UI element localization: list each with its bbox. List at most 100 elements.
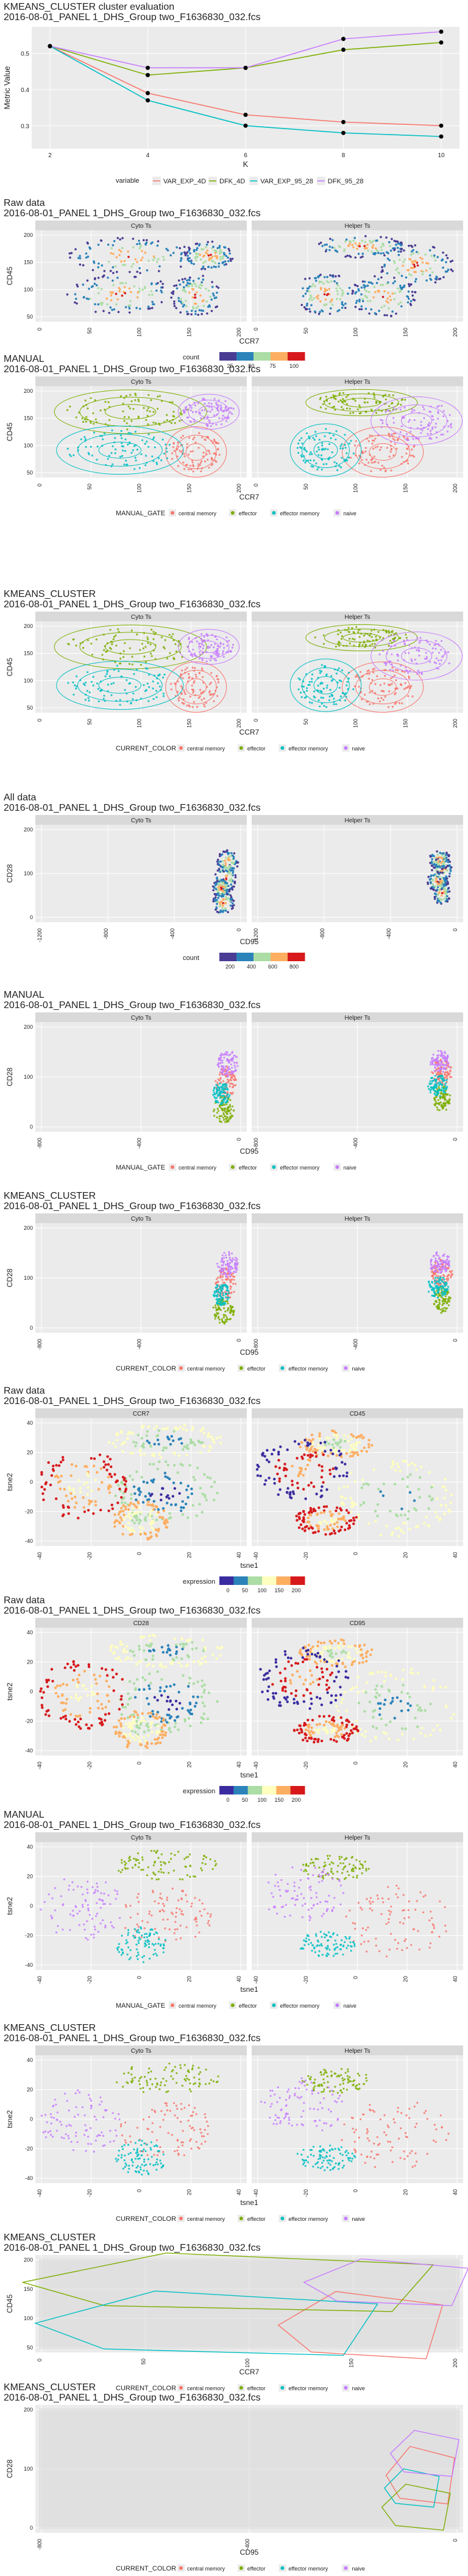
population-point bbox=[229, 1085, 231, 1087]
density-point bbox=[380, 252, 382, 255]
density-point bbox=[157, 258, 160, 261]
density-point bbox=[438, 900, 441, 902]
density-point bbox=[316, 296, 318, 298]
population-point bbox=[429, 643, 431, 645]
population-point bbox=[219, 1082, 221, 1084]
population-point bbox=[403, 688, 405, 690]
density-point bbox=[430, 881, 432, 883]
density-point bbox=[110, 294, 113, 297]
population-point bbox=[431, 415, 433, 417]
population-point bbox=[214, 398, 216, 400]
population-point bbox=[216, 678, 218, 680]
population-point bbox=[382, 690, 384, 692]
density-point bbox=[397, 288, 399, 290]
population-point bbox=[224, 409, 225, 411]
density-point bbox=[434, 896, 436, 898]
population-point bbox=[434, 1064, 436, 1066]
density-point bbox=[437, 872, 439, 874]
population-point bbox=[395, 679, 397, 681]
density-point bbox=[318, 243, 321, 245]
density-point bbox=[308, 298, 311, 301]
population-point bbox=[229, 1083, 231, 1085]
population-point bbox=[436, 1275, 438, 1277]
density-point bbox=[427, 876, 430, 878]
population-point bbox=[219, 1118, 221, 1120]
population-point bbox=[368, 678, 370, 680]
population-point bbox=[231, 1071, 233, 1073]
population-point bbox=[223, 1314, 225, 1316]
population-point bbox=[375, 412, 377, 414]
population-point bbox=[306, 687, 308, 689]
population-point bbox=[400, 431, 402, 433]
density-point bbox=[206, 312, 208, 315]
population-point bbox=[441, 1295, 443, 1297]
population-point bbox=[297, 688, 299, 690]
density-point bbox=[69, 256, 71, 259]
population-point bbox=[442, 1300, 444, 1302]
population-point bbox=[111, 643, 113, 645]
x-tick-label: 150 bbox=[186, 484, 192, 493]
population-point bbox=[214, 1313, 216, 1315]
population-point bbox=[405, 652, 406, 654]
density-point bbox=[403, 249, 405, 252]
population-point bbox=[171, 453, 173, 454]
population-point bbox=[435, 1059, 437, 1060]
density-point bbox=[452, 270, 454, 272]
population-point bbox=[353, 453, 355, 454]
density-point bbox=[212, 245, 214, 248]
facet-strip-label: Cyto Ts bbox=[131, 1216, 151, 1223]
population-point bbox=[448, 1299, 450, 1300]
expression-point bbox=[173, 1451, 176, 1453]
population-point bbox=[439, 1278, 441, 1280]
y-tick-label: 50 bbox=[27, 705, 33, 711]
density-point bbox=[221, 908, 224, 910]
density-point bbox=[127, 256, 130, 258]
density-point bbox=[124, 264, 126, 266]
density-point bbox=[226, 882, 229, 884]
density-point bbox=[184, 278, 186, 280]
population-point bbox=[148, 686, 150, 688]
density-point bbox=[329, 238, 332, 240]
expression-point bbox=[166, 1501, 168, 1504]
density-point bbox=[214, 250, 217, 252]
expression-point bbox=[173, 1464, 176, 1466]
density-point bbox=[210, 254, 212, 256]
density-point bbox=[408, 245, 410, 247]
population-point bbox=[446, 1302, 448, 1304]
density-point bbox=[366, 297, 368, 299]
population-point bbox=[428, 411, 430, 412]
population-point bbox=[341, 443, 342, 445]
population-point bbox=[393, 407, 395, 409]
population-point bbox=[104, 432, 105, 434]
population-point bbox=[219, 1074, 221, 1076]
population-point bbox=[87, 690, 88, 692]
population-point bbox=[435, 1101, 437, 1103]
density-point bbox=[124, 260, 126, 263]
density-point bbox=[341, 307, 344, 309]
population-point bbox=[335, 430, 337, 432]
density-point bbox=[408, 291, 410, 293]
population-point bbox=[434, 1279, 436, 1281]
population-point bbox=[298, 677, 300, 679]
population-point bbox=[107, 670, 108, 672]
expression-point bbox=[194, 1479, 196, 1481]
density-point bbox=[356, 300, 358, 302]
density-point bbox=[310, 295, 313, 297]
density-point bbox=[393, 298, 395, 301]
population-point bbox=[146, 637, 148, 638]
density-point bbox=[364, 281, 366, 283]
colorbar-segment bbox=[254, 352, 271, 361]
population-point bbox=[206, 660, 208, 662]
population-point bbox=[90, 446, 92, 448]
density-point bbox=[361, 286, 363, 289]
population-point bbox=[232, 1083, 233, 1085]
population-point bbox=[133, 468, 135, 470]
population-point bbox=[431, 1281, 433, 1283]
eval-series-point bbox=[244, 124, 248, 128]
y-tick-label: 100 bbox=[24, 442, 33, 448]
population-point bbox=[442, 1071, 444, 1073]
population-point bbox=[85, 416, 87, 418]
population-point bbox=[431, 1062, 433, 1064]
density-point bbox=[230, 894, 232, 897]
density-point bbox=[386, 251, 388, 253]
